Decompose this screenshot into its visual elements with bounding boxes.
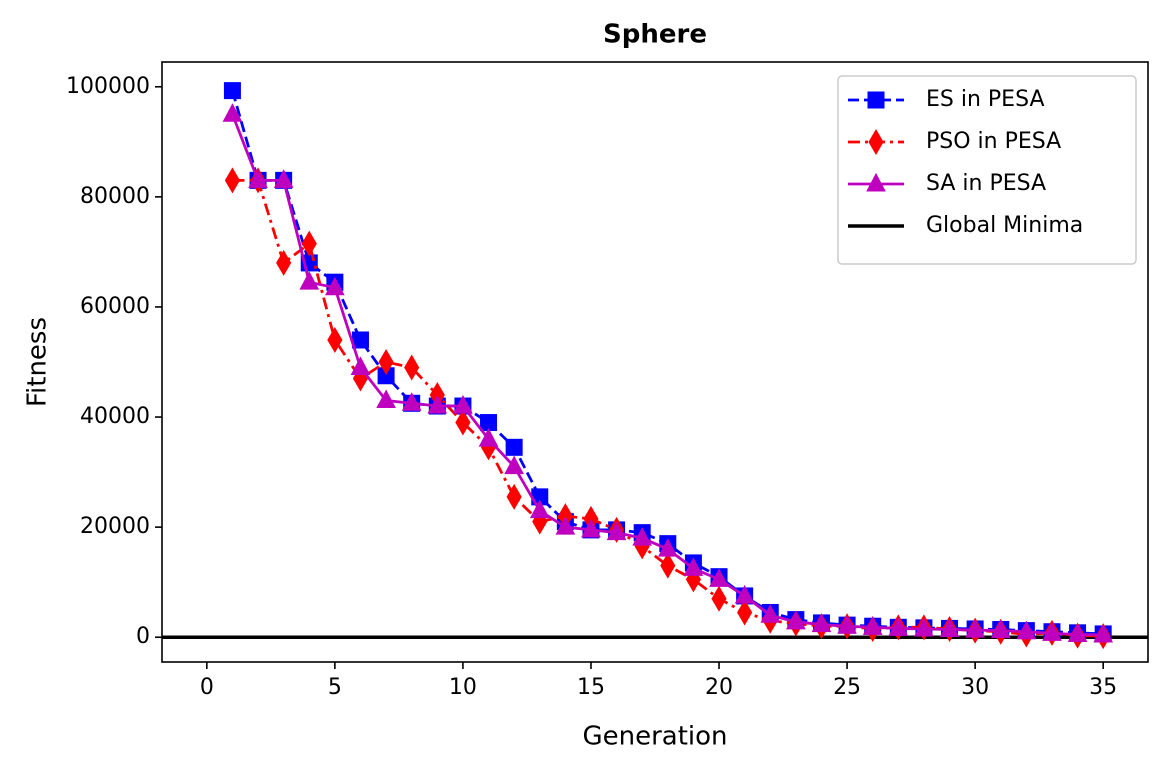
x-tick-label: 5 (328, 675, 342, 700)
marker (737, 599, 753, 626)
marker (1042, 622, 1062, 641)
x-tick-label: 0 (200, 675, 214, 700)
marker (506, 483, 522, 510)
legend-label: SA in PESA (926, 171, 1046, 196)
marker (632, 527, 653, 546)
marker (325, 276, 345, 296)
marker (276, 249, 292, 276)
marker (299, 271, 320, 290)
marker (914, 617, 934, 637)
x-tick-label: 30 (961, 675, 989, 700)
marker (709, 568, 729, 587)
marker (427, 394, 448, 414)
marker (223, 82, 241, 100)
x-tick-label: 15 (577, 675, 605, 700)
x-tick-label: 35 (1089, 675, 1117, 700)
marker (888, 617, 909, 636)
marker (273, 169, 294, 188)
marker (868, 129, 884, 155)
marker (965, 619, 985, 638)
marker (606, 521, 627, 541)
marker (1016, 620, 1037, 640)
marker (350, 356, 371, 376)
marker (837, 615, 857, 634)
marker (376, 389, 396, 409)
y-axis-label: Fitness (23, 317, 53, 407)
marker (222, 103, 243, 122)
marker (862, 616, 883, 635)
y-tick-label: 0 (136, 624, 150, 649)
marker (378, 349, 394, 375)
marker (811, 613, 832, 633)
x-axis-label: Generation (582, 722, 727, 752)
marker (657, 538, 678, 557)
x-tick-label: 10 (449, 675, 477, 700)
y-tick-label: 20000 (80, 514, 150, 539)
marker (505, 438, 523, 456)
marker (711, 585, 727, 612)
y-tick-label: 60000 (80, 294, 150, 319)
marker (939, 618, 960, 638)
marker (555, 516, 576, 535)
legend-label: Global Minima (926, 213, 1083, 238)
marker (478, 427, 499, 447)
marker (404, 354, 420, 381)
marker (1067, 623, 1088, 642)
y-tick-label: 40000 (80, 404, 150, 429)
marker (248, 169, 268, 188)
marker (660, 552, 676, 579)
plot-area (162, 82, 1148, 650)
legend-box (837, 75, 1137, 265)
chart-title: Sphere (603, 20, 707, 50)
marker (581, 518, 601, 538)
marker (866, 172, 886, 192)
marker (786, 610, 806, 630)
marker (734, 584, 755, 604)
x-tick-label: 25 (833, 675, 861, 700)
marker (401, 392, 422, 411)
marker (453, 394, 473, 414)
marker (760, 604, 781, 623)
marker (327, 326, 343, 353)
series-line (232, 178, 1104, 638)
marker (301, 230, 317, 257)
plot-frame (161, 61, 1149, 663)
legend: ES in PESA PSO in PESA SA in PESA Global Mi… (837, 75, 1137, 265)
x-tick-label: 20 (705, 675, 733, 700)
marker (455, 409, 471, 436)
marker (529, 499, 550, 519)
marker (867, 91, 885, 109)
legend-label: ES in PESA (926, 87, 1045, 112)
marker (224, 167, 241, 194)
y-tick-label: 80000 (80, 184, 150, 209)
marker (990, 619, 1011, 639)
legend-label: PSO in PESA (926, 129, 1061, 154)
marker (504, 455, 524, 475)
y-tick-label: 100000 (66, 74, 150, 99)
marker (1093, 623, 1114, 643)
marker (683, 557, 704, 576)
